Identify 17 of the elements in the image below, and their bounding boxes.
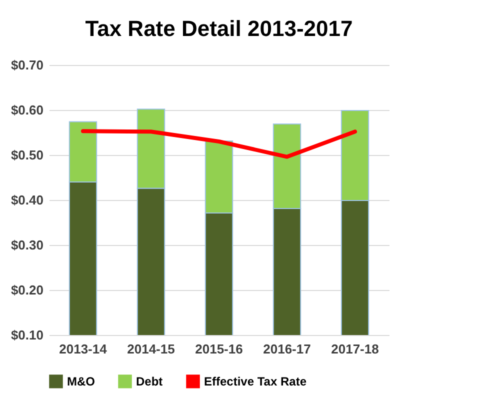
x-tick-label: 2016-17 — [263, 342, 311, 356]
x-tick-label: 2017-18 — [331, 342, 379, 356]
y-tick-label: $0.60 — [10, 102, 44, 118]
chart-title: Tax Rate Detail 2013-2017 — [85, 16, 353, 41]
legend-label: Debt — [136, 374, 163, 388]
line-series — [81, 129, 357, 159]
y-tick-label: $0.10 — [10, 328, 44, 342]
y-tick-label: $0.20 — [10, 282, 44, 298]
y-tick-label: $0.50 — [10, 148, 44, 162]
y-tick-label: $0.30 — [10, 238, 44, 252]
x-tick-label: 2014-15 — [127, 342, 175, 356]
y-tick-label: $0.70 — [10, 58, 44, 72]
y-tick-label: $0.40 — [10, 192, 44, 208]
x-tick-label: 2013-14 — [59, 342, 108, 356]
legend-label: Effective Tax Rate — [204, 374, 307, 388]
x-tick-label: 2015-16 — [195, 342, 243, 356]
legend-label: M&O — [67, 374, 95, 388]
